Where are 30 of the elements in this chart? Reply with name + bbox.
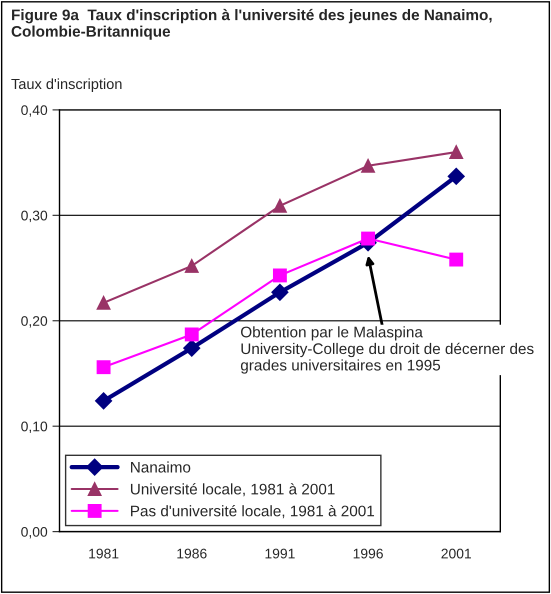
legend-label: Université locale, 1981 à 2001	[130, 483, 335, 496]
point	[272, 198, 287, 213]
point	[449, 252, 464, 267]
x-tick-label: 1986	[177, 548, 207, 558]
annotation: Obtention par le Malaspina University-College du droit de décerner des grades universitaires en 1995	[240, 326, 534, 374]
x-tick-label: 1996	[354, 548, 383, 558]
legend-label: Nanaimo	[131, 461, 190, 473]
x-tick-label: 2001	[441, 548, 471, 558]
y-tick-label: 0,30	[21, 210, 48, 222]
point	[96, 360, 111, 374]
point	[96, 296, 111, 310]
point	[95, 392, 112, 410]
point	[449, 145, 464, 160]
x-tick-label: 1991	[266, 548, 295, 558]
point	[271, 284, 288, 301]
y-tick-label: 0,40	[21, 105, 48, 117]
point	[448, 168, 465, 185]
x-tick-label: 1981	[89, 548, 118, 558]
point	[361, 158, 376, 173]
y-tick-label: 0,20	[21, 316, 48, 328]
point	[183, 340, 200, 357]
y-axis-title: Taux d'inscription	[11, 78, 122, 92]
legend-label: Pas d'université locale, 1981 à 2001	[131, 504, 374, 518]
chart-title: Figure 9a Taux d'inscription à l'université des jeunes de Nanaimo, Colombie-Britannique	[12, 8, 492, 40]
y-tick-label: 0,00	[21, 526, 48, 538]
point	[184, 328, 199, 342]
point	[361, 232, 376, 246]
y-tick-label: 0,10	[21, 422, 48, 434]
point	[184, 258, 199, 273]
point	[272, 268, 287, 282]
